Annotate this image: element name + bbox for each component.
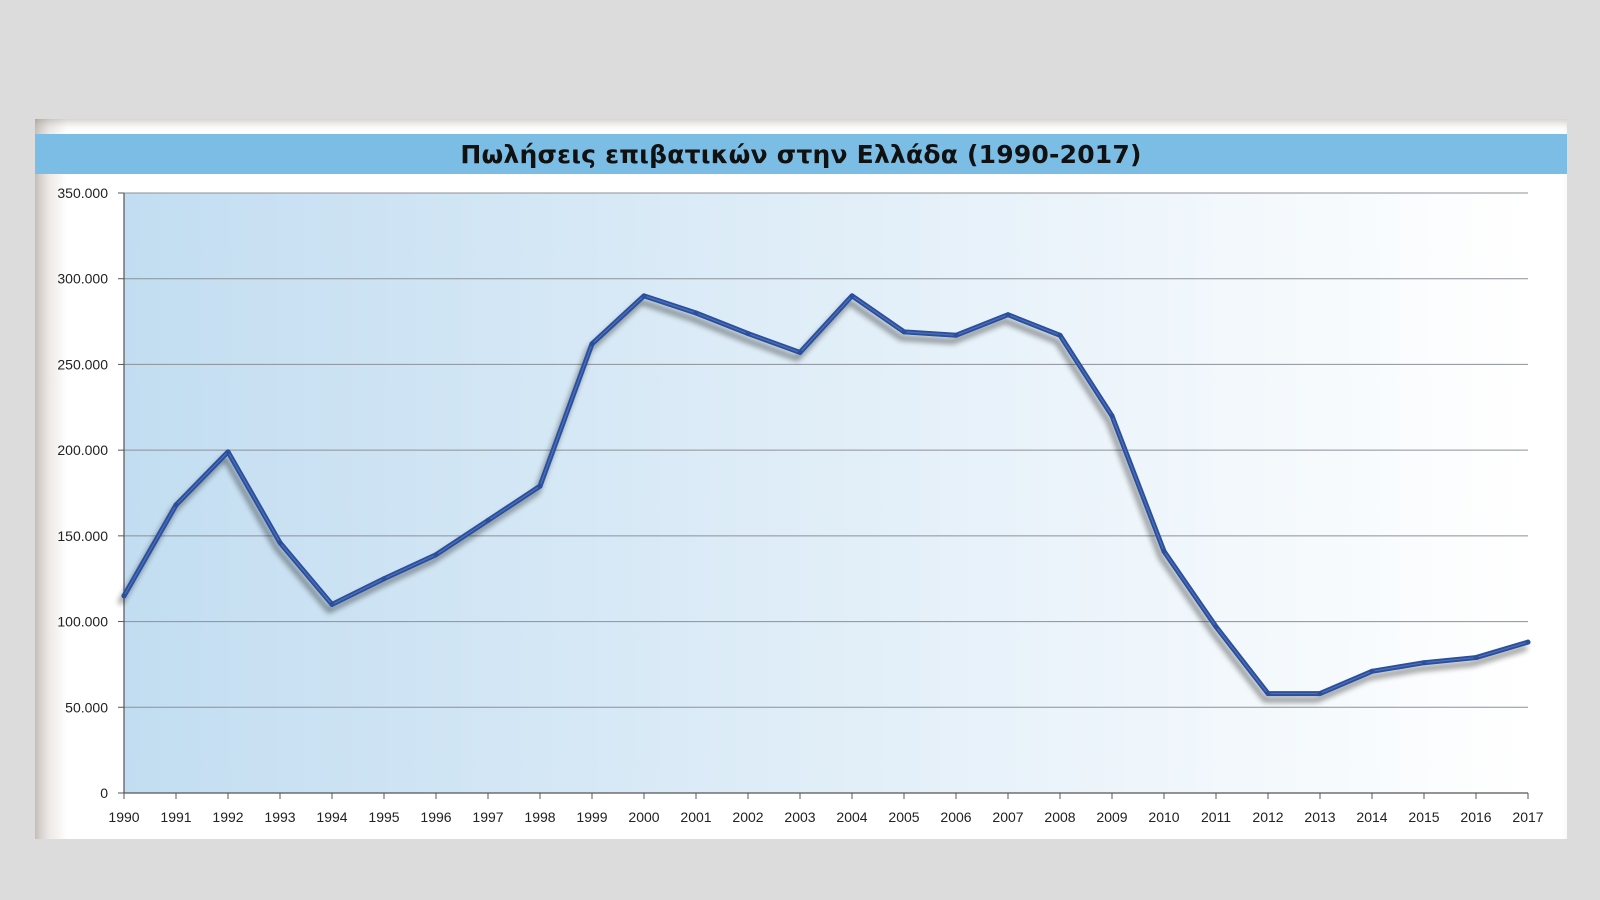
data-point (641, 293, 647, 299)
data-point (953, 332, 959, 338)
chart-title-bar: Πωλήσεις επιβατικών στην Ελλάδα (1990-20… (35, 134, 1567, 174)
x-tick-label: 2001 (680, 809, 711, 825)
x-tick-label: 1996 (420, 809, 451, 825)
y-axis-tick-labels: 0 50.000 100.000 150.000 200.000 250.000 300.0… (57, 185, 108, 801)
y-tick-label: 300.000 (57, 271, 108, 287)
data-point (329, 601, 335, 607)
x-tick-label: 2017 (1512, 809, 1543, 825)
plot-area (124, 193, 1528, 793)
y-tick-label: 350.000 (57, 185, 108, 201)
data-point (849, 293, 855, 299)
data-point (1525, 639, 1531, 645)
x-tick-label: 1997 (472, 809, 503, 825)
data-point (537, 483, 543, 489)
x-tick-label: 1991 (160, 809, 191, 825)
chart-title: Πωλήσεις επιβατικών στην Ελλάδα (1990-20… (460, 139, 1142, 169)
data-point (485, 517, 491, 523)
x-tick-label: 2015 (1408, 809, 1439, 825)
x-tick-label: 2004 (836, 809, 867, 825)
x-tick-label: 2000 (628, 809, 659, 825)
data-point (381, 576, 387, 582)
data-point (1473, 655, 1479, 661)
data-point (121, 593, 127, 599)
data-point (797, 349, 803, 355)
x-tick-label: 2011 (1201, 809, 1231, 825)
x-tick-label: 1990 (108, 809, 139, 825)
data-point (433, 552, 439, 558)
x-tick-label: 2010 (1148, 809, 1179, 825)
data-point (1369, 668, 1375, 674)
x-tick-label: 2012 (1252, 809, 1283, 825)
x-tick-label: 2009 (1096, 809, 1127, 825)
data-point (693, 310, 699, 316)
axes (123, 193, 1529, 799)
data-point (745, 331, 751, 337)
x-tick-label: 1999 (576, 809, 607, 825)
x-axis-tick-labels: 1990 1991 1992 1993 1994 1995 1996 1997 1998 1999… (108, 809, 1543, 825)
data-point (1161, 548, 1167, 554)
data-point (589, 341, 595, 347)
data-point (1005, 312, 1011, 318)
x-tick-label: 1992 (212, 809, 243, 825)
y-tick-label: 0 (100, 785, 108, 801)
x-tick-label: 2006 (940, 809, 971, 825)
data-point (1057, 332, 1063, 338)
x-tick-label: 2016 (1460, 809, 1491, 825)
gridlines (118, 192, 1528, 794)
x-tick-label: 2014 (1356, 809, 1387, 825)
y-tick-label: 150.000 (57, 528, 108, 544)
y-tick-label: 200.000 (57, 442, 108, 458)
data-point (1421, 660, 1427, 666)
x-tick-label: 2008 (1044, 809, 1075, 825)
x-tick-label: 2003 (784, 809, 815, 825)
x-tick-label: 2002 (732, 809, 763, 825)
x-tick-label: 1998 (524, 809, 555, 825)
x-tick-label: 2013 (1304, 809, 1335, 825)
y-tick-label: 100.000 (57, 614, 108, 630)
x-tick-label: 1993 (264, 809, 295, 825)
data-point (1317, 691, 1323, 697)
x-tick-label: 1994 (316, 809, 347, 825)
x-tick-label: 2007 (992, 809, 1023, 825)
y-tick-label: 250.000 (57, 356, 108, 372)
data-point (277, 540, 283, 546)
data-point (1109, 413, 1115, 419)
series-line-highlight (123, 295, 1529, 695)
data-point (1265, 691, 1271, 697)
y-tick-label: 50.000 (65, 699, 108, 715)
x-tick-label: 1995 (368, 809, 399, 825)
data-point (225, 449, 231, 455)
data-point (1213, 624, 1219, 630)
x-tick-label: 2005 (888, 809, 919, 825)
data-point (901, 329, 907, 335)
series-layer (121, 293, 1531, 697)
data-point (173, 502, 179, 508)
